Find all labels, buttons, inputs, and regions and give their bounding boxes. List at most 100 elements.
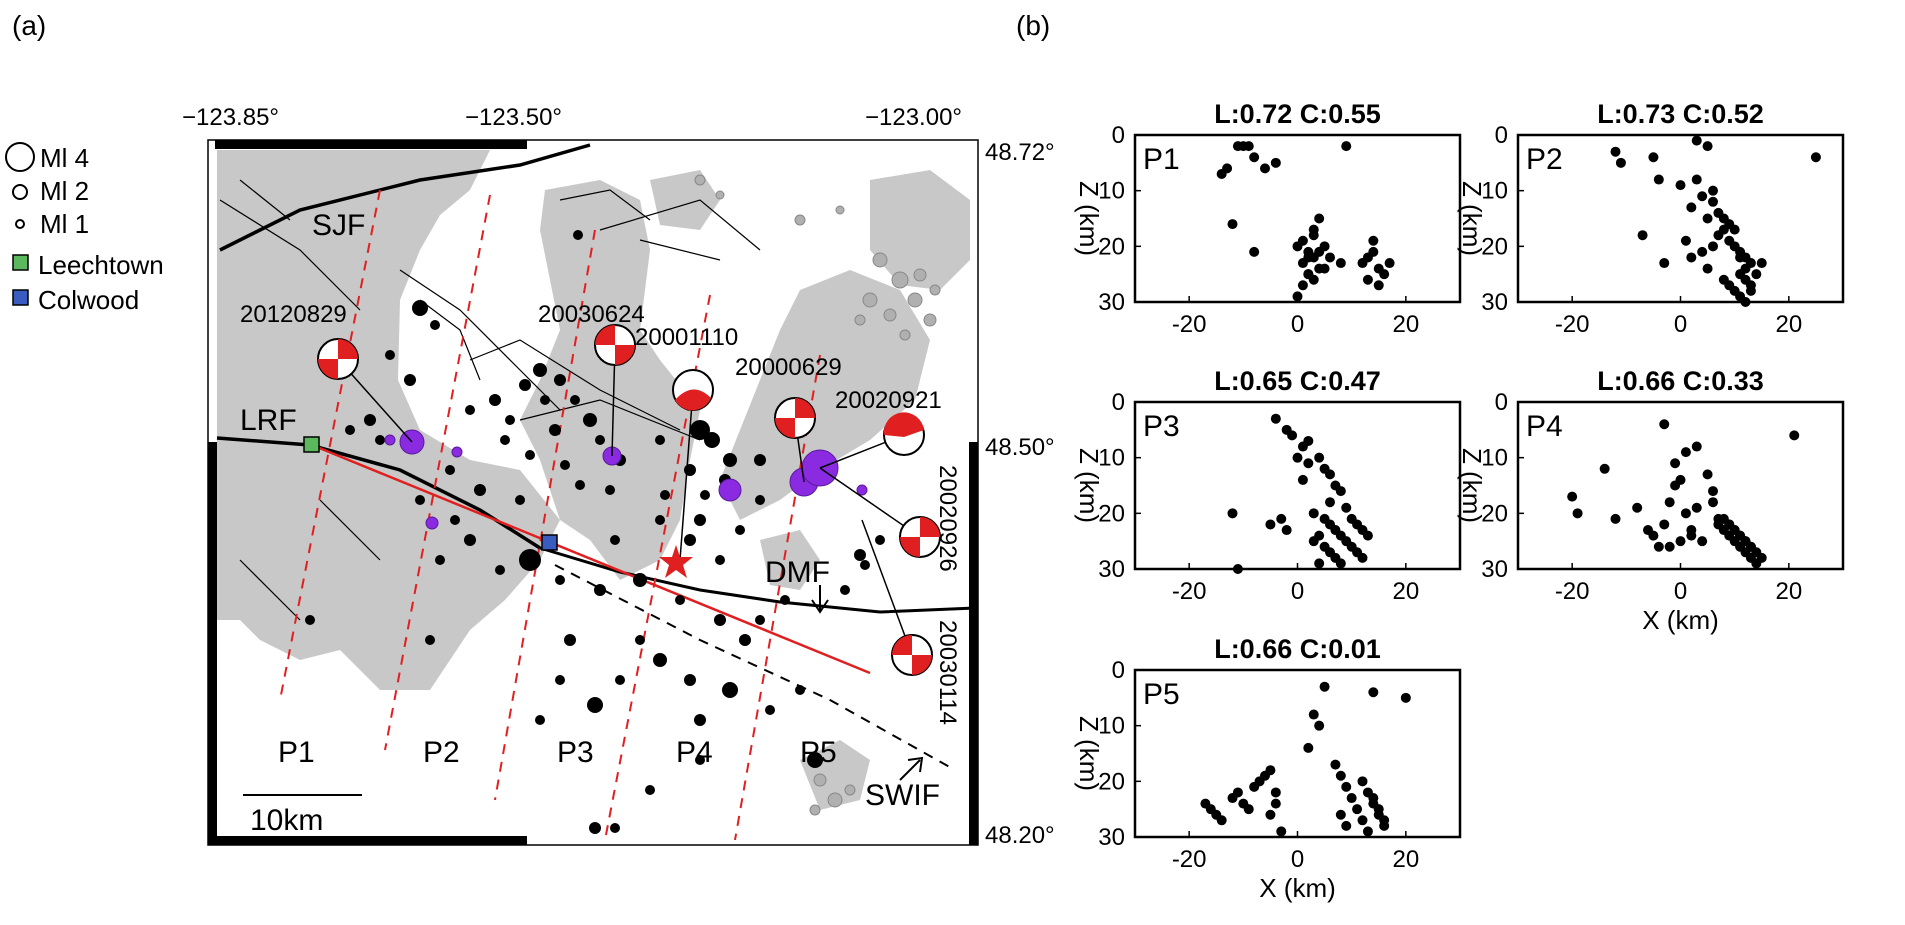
hypocenter-point xyxy=(1308,508,1319,519)
hypocenter-point xyxy=(1368,246,1379,257)
map-panel: −123.85° −123.50° −123.00° 48.72° 48.50°… xyxy=(182,104,1055,849)
hypocenter-point xyxy=(1260,163,1270,174)
hypocenter-point xyxy=(1680,508,1691,519)
profile-label-p4: P4 xyxy=(676,736,713,769)
legend-colwood-symbol xyxy=(12,289,29,306)
hypocenter-point xyxy=(1357,258,1368,269)
hypocenter-point xyxy=(1691,441,1702,452)
y-axis-label: Z (km) xyxy=(1457,448,1487,523)
hypocenter-point xyxy=(1735,269,1746,280)
hypocenter-point xyxy=(1675,180,1686,191)
hypocenter-point xyxy=(1670,458,1681,469)
hypocenter-point xyxy=(1756,258,1767,269)
hypocenter-point xyxy=(1303,458,1314,469)
y-tick-label: 10 xyxy=(1481,178,1508,205)
hypocenter-point xyxy=(1357,776,1368,787)
y-tick-label: 10 xyxy=(1098,178,1125,205)
event-20030624-label: 20030624 xyxy=(538,301,645,328)
scale-bar-label: 10km xyxy=(250,804,323,837)
hypocenter-point xyxy=(1270,787,1281,798)
hypocenter-point xyxy=(1303,269,1314,280)
plot-title: L:0.66 C:0.01 xyxy=(1214,634,1381,664)
x-tick-label: -20 xyxy=(1172,578,1207,605)
hypocenter-point xyxy=(1216,815,1227,826)
x-axis-label: X (km) xyxy=(1642,605,1719,635)
frame-bar-top xyxy=(215,140,527,149)
profile-baseline xyxy=(311,443,871,675)
hypocenter-point xyxy=(1680,235,1691,246)
x-axis-label: X (km) xyxy=(1259,873,1336,903)
hypocenter-point xyxy=(1615,157,1626,168)
label-swif: SWIF xyxy=(865,779,940,812)
label-lrf: LRF xyxy=(240,404,297,437)
hypocenter-point xyxy=(1314,720,1325,731)
hypocenter-point xyxy=(1222,163,1233,174)
x-tick-label: 20 xyxy=(1392,311,1419,338)
hypocenter-point xyxy=(1335,770,1346,781)
hypocenter-point xyxy=(1341,502,1352,513)
hypocenter-point xyxy=(1400,692,1411,703)
hypocenter-point xyxy=(1243,141,1254,152)
hypocenter-point xyxy=(1697,536,1708,547)
hypocenter-point xyxy=(1368,687,1379,698)
hypocenter-point xyxy=(1373,280,1384,291)
plot-panel-tag: P1 xyxy=(1143,143,1180,176)
profile-label-p1: P1 xyxy=(278,736,315,769)
plot-frame xyxy=(1133,668,1462,839)
y-tick-label: 10 xyxy=(1098,445,1125,472)
hypocenter-point xyxy=(1325,252,1335,263)
hypocenter-point xyxy=(1227,219,1238,230)
hypocenter-point xyxy=(1292,291,1303,302)
hypocenter-point xyxy=(1308,709,1319,720)
hypocenter-point xyxy=(1740,297,1751,307)
hypocenter-point xyxy=(1713,513,1724,524)
hypocenter-point xyxy=(1232,787,1243,798)
lat-tick-1: 48.72° xyxy=(985,139,1055,166)
hypocenter-point xyxy=(1281,525,1292,536)
legend-ml1-symbol xyxy=(15,219,25,229)
y-tick-label: 30 xyxy=(1098,556,1125,583)
hypocenter-point xyxy=(1270,157,1281,168)
y-tick-label: 10 xyxy=(1481,445,1508,472)
gulf-islet xyxy=(650,170,720,230)
hypocenter-point xyxy=(1691,174,1702,185)
hypocenter-point xyxy=(1653,541,1664,552)
hypocenter-point xyxy=(1702,141,1713,152)
y-tick-label: 20 xyxy=(1481,233,1508,260)
dmf-arrow xyxy=(811,585,829,614)
plot-title: L:0.73 C:0.52 xyxy=(1597,99,1764,129)
hypocenter-point xyxy=(1314,558,1325,569)
legend-leechtown: Leechtown xyxy=(38,250,164,280)
hypocenter-point xyxy=(1232,564,1243,574)
lon-tick-3: −123.00° xyxy=(865,104,962,131)
legend-colwood: Colwood xyxy=(38,285,139,315)
hypocenter-point xyxy=(1362,826,1373,837)
minor-faults xyxy=(219,179,761,621)
hypocenter-point xyxy=(1297,474,1308,485)
x-tick-label: 0 xyxy=(1674,311,1687,338)
hypocenter-point xyxy=(1686,202,1697,213)
hypocenter-point xyxy=(1659,419,1670,430)
hypocenter-point xyxy=(1680,447,1691,458)
frame-bar-right xyxy=(969,442,978,845)
hypocenter-point xyxy=(1599,463,1610,474)
beachball-20001110 xyxy=(672,369,714,561)
hypocenter-point xyxy=(1745,285,1756,296)
hypocenter-point xyxy=(1314,452,1325,463)
panel-b-label: (b) xyxy=(1016,10,1050,41)
lat-tick-2: 48.50° xyxy=(985,434,1055,461)
hypocenter-point xyxy=(1708,196,1718,207)
hypocenter-point xyxy=(1664,541,1675,552)
hypocenter-point xyxy=(1653,174,1664,185)
hypocenter-point xyxy=(1751,269,1762,280)
x-tick-label: 20 xyxy=(1775,311,1802,338)
hypocenter-point xyxy=(1227,508,1238,519)
y-tick-label: 30 xyxy=(1481,556,1508,583)
hypocenter-point xyxy=(1735,252,1746,263)
hypocenter-point xyxy=(1249,246,1260,257)
hypocenter-point xyxy=(1648,152,1659,163)
plot-title: L:0.72 C:0.55 xyxy=(1214,99,1381,129)
x-tick-label: 20 xyxy=(1392,578,1419,605)
